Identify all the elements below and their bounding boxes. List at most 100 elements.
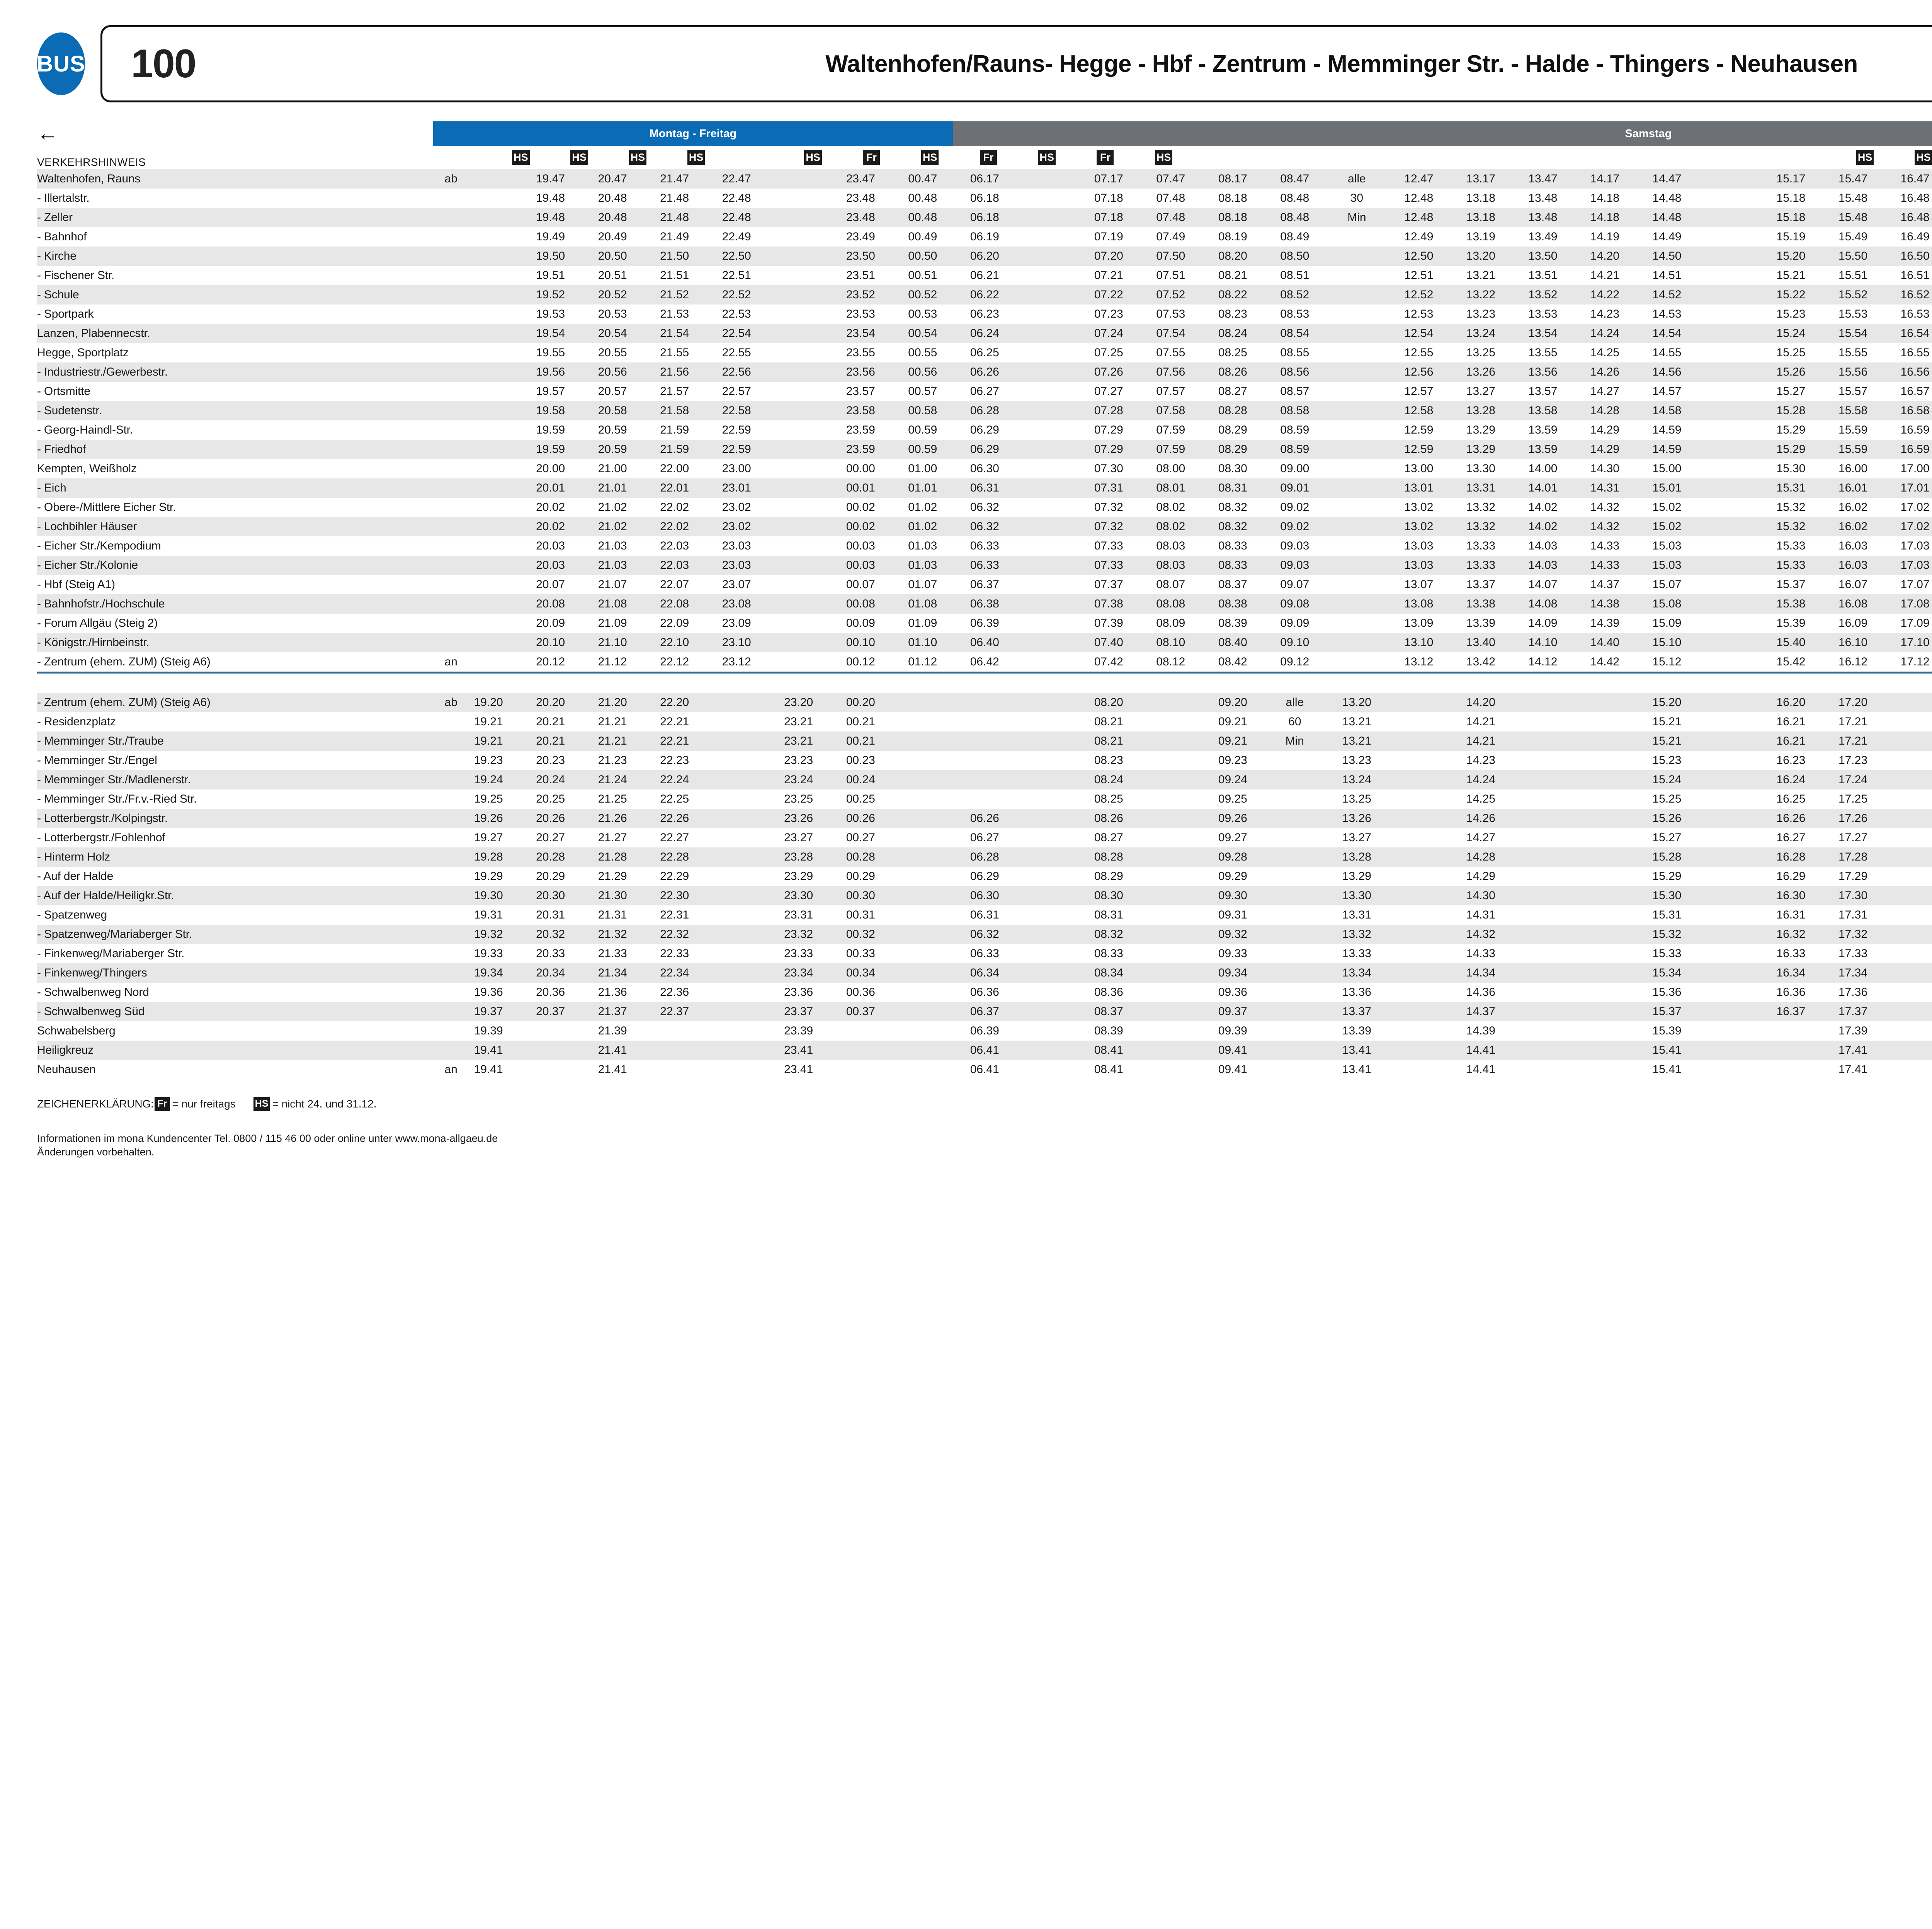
time-cell: 21.25 — [581, 789, 644, 809]
time-cell-empty — [1326, 420, 1388, 440]
time-cell-empty — [1015, 401, 1078, 420]
time-cell: 23.49 — [829, 227, 892, 247]
time-cell: 00.59 — [891, 420, 954, 440]
time-cell: 21.12 — [581, 652, 644, 673]
arrival-departure-marker — [383, 886, 457, 905]
time-cell: 08.53 — [1264, 304, 1326, 324]
time-cell: 19.31 — [457, 905, 520, 925]
fr-badge-icon: Fr — [154, 1097, 170, 1111]
time-cell: 20.27 — [519, 828, 582, 847]
time-cell-empty — [1698, 809, 1760, 828]
time-cell: 14.33 — [1450, 944, 1512, 963]
time-cell-empty — [1698, 925, 1760, 944]
time-cell: 00.28 — [829, 847, 892, 867]
column-note-badge-hs: HS — [1894, 150, 1932, 165]
time-cell-empty — [1388, 789, 1450, 809]
time-cell: 00.56 — [891, 362, 954, 382]
time-cell: 15.31 — [1636, 905, 1698, 925]
time-cell-empty — [1388, 809, 1450, 828]
time-cell-empty — [767, 594, 830, 614]
time-cell: 15.21 — [1636, 712, 1698, 731]
time-cell-empty — [1698, 1041, 1760, 1060]
arrival-departure-marker: an — [383, 652, 457, 673]
time-cell: 20.33 — [519, 944, 582, 963]
time-cell: 00.52 — [891, 285, 954, 304]
time-cell-empty — [1388, 925, 1450, 944]
time-cell-empty — [767, 189, 830, 208]
time-cell: 07.28 — [1078, 401, 1140, 420]
time-cell: 08.48 — [1264, 189, 1326, 208]
time-cell: 07.37 — [1078, 575, 1140, 594]
time-cell: 19.57 — [519, 382, 582, 401]
time-cell-empty — [457, 189, 520, 208]
time-cell: 00.09 — [829, 614, 892, 633]
time-cell: 00.34 — [829, 963, 892, 983]
time-cell: 00.02 — [829, 498, 892, 517]
time-cell: 07.21 — [1078, 266, 1140, 285]
time-cell: 17.34 — [1822, 963, 1884, 983]
hs-badge-icon: HS — [921, 150, 939, 165]
time-cell: 08.18 — [1202, 189, 1264, 208]
time-cell-empty — [1015, 983, 1078, 1002]
time-cell: 20.21 — [519, 712, 582, 731]
time-cell: 12.55 — [1388, 343, 1450, 362]
time-cell: 08.29 — [1202, 420, 1264, 440]
time-cell: 21.23 — [581, 751, 644, 770]
time-cell-empty — [1884, 1021, 1932, 1041]
time-cell: 09.30 — [1202, 886, 1264, 905]
stop-name: Hegge, Sportplatz — [37, 343, 384, 362]
time-cell: 14.18 — [1574, 208, 1636, 227]
time-cell-empty — [1015, 809, 1078, 828]
time-cell: 23.21 — [767, 731, 830, 751]
time-cell: 13.34 — [1326, 963, 1388, 983]
table-row: Lanzen, Plabennecstr. 19.54 20.54 21.54 22.5… — [37, 324, 1932, 343]
time-cell: 09.12 — [1264, 652, 1326, 673]
time-cell: 16.20 — [1760, 693, 1822, 712]
time-cell: 22.03 — [643, 536, 706, 556]
time-cell: 08.59 — [1264, 420, 1326, 440]
time-cell: 15.24 — [1636, 770, 1698, 789]
column-note-empty — [1485, 150, 1544, 165]
arrival-departure-marker — [383, 266, 457, 285]
time-cell: 19.29 — [457, 867, 520, 886]
time-cell-empty — [1388, 1002, 1450, 1021]
time-cell-empty — [1512, 1002, 1574, 1021]
time-cell-empty — [1326, 382, 1388, 401]
time-cell: 22.00 — [643, 459, 706, 478]
column-note-badge-fr: Fr — [959, 150, 1017, 165]
time-cell: 08.03 — [1139, 556, 1202, 575]
column-note-empty — [1719, 150, 1777, 165]
time-cell: 13.53 — [1512, 304, 1574, 324]
column-note-empty — [1368, 150, 1427, 165]
time-cell-empty — [1698, 459, 1760, 478]
time-cell: 19.32 — [457, 925, 520, 944]
time-cell: 15.36 — [1636, 983, 1698, 1002]
time-cell: 08.38 — [1202, 594, 1264, 614]
time-cell-empty — [1698, 905, 1760, 925]
time-cell: 20.12 — [519, 652, 582, 673]
time-cell: 23.48 — [829, 189, 892, 208]
arrival-departure-marker — [383, 478, 457, 498]
time-cell: 09.26 — [1202, 809, 1264, 828]
time-cell: 08.02 — [1139, 498, 1202, 517]
time-cell: 13.03 — [1388, 536, 1450, 556]
time-cell: 06.30 — [954, 459, 1016, 478]
time-cell: 13.50 — [1512, 247, 1574, 266]
time-cell: 22.02 — [643, 517, 706, 536]
time-cell: 07.59 — [1139, 420, 1202, 440]
time-cell: 01.10 — [891, 633, 954, 652]
time-cell: 23.54 — [829, 324, 892, 343]
time-cell-empty — [1388, 983, 1450, 1002]
time-cell: 15.18 — [1760, 189, 1822, 208]
table-row: - Spatzenweg 19.31 20.31 21.31 22.31 23.31 00.… — [37, 905, 1932, 925]
time-cell: 21.58 — [643, 401, 706, 420]
time-cell: 00.55 — [891, 343, 954, 362]
time-cell: 19.36 — [457, 983, 520, 1002]
time-cell: 14.17 — [1574, 169, 1636, 189]
time-cell: 00.33 — [829, 944, 892, 963]
time-cell: 21.21 — [581, 712, 644, 731]
time-cell: 14.48 — [1636, 189, 1698, 208]
time-cell: 08.49 — [1264, 227, 1326, 247]
stop-name: - Königstr./Hirnbeinstr. — [37, 633, 384, 652]
time-cell: 06.27 — [954, 828, 1016, 847]
